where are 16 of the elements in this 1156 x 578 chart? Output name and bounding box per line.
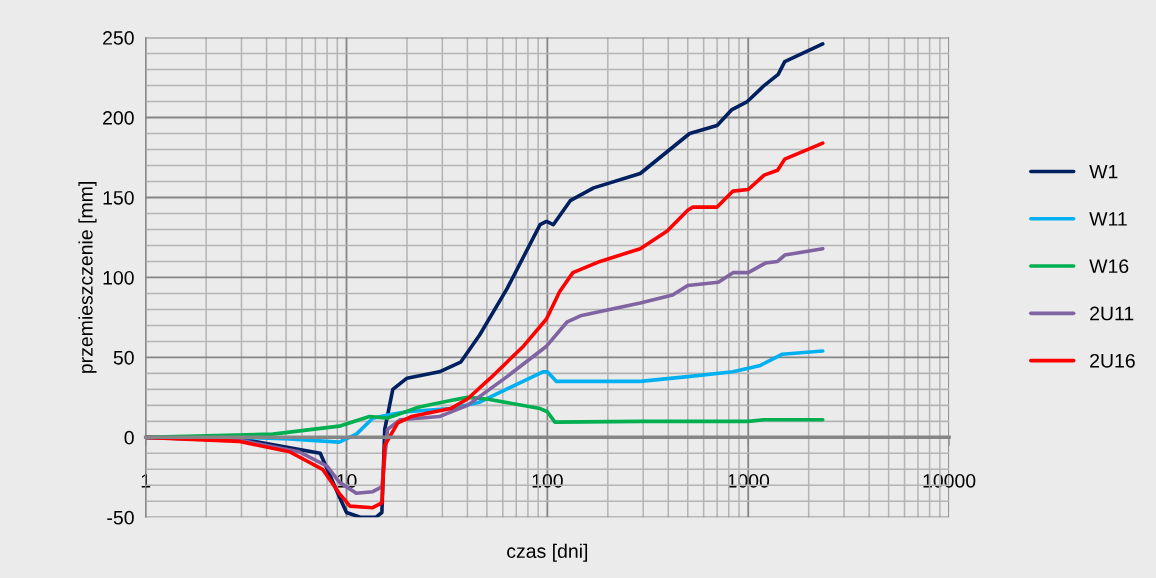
legend-label: W11 (1089, 212, 1127, 226)
y-axis-title: przemieszczenie [mm] (78, 182, 97, 373)
y-tick-label: 0 (124, 430, 134, 445)
legend-label: W1 (1089, 164, 1118, 179)
x-tick-label: 1 (141, 474, 151, 488)
y-tick-label: 150 (103, 190, 134, 205)
y-tick-label: 50 (113, 350, 134, 365)
y-tick-label: 250 (103, 31, 134, 45)
x-axis-title: czas [dni] (507, 543, 588, 562)
y-tick-label: -50 (107, 510, 134, 525)
legend-label: 2U16 (1090, 353, 1135, 368)
legend-label: W16 (1089, 259, 1129, 274)
y-tick-label: 200 (103, 110, 134, 125)
x-tick-label: 10000 (923, 473, 976, 488)
y-tick-label: 100 (103, 270, 134, 285)
legend-label: 2U11 (1090, 306, 1134, 321)
